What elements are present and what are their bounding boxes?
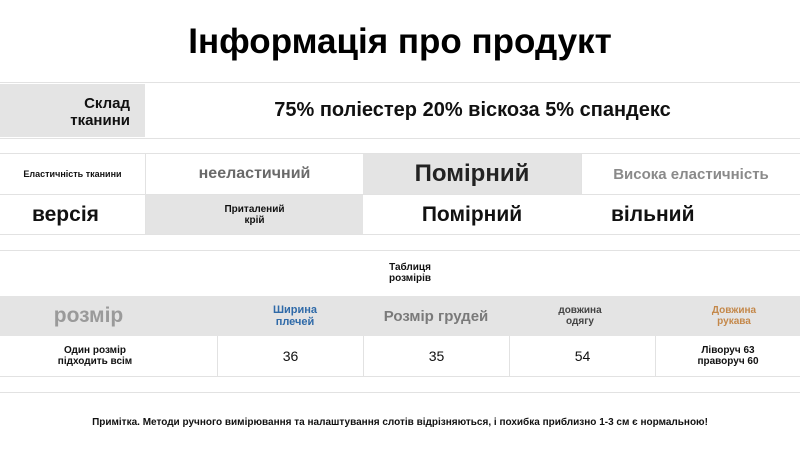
header-garment-length: довжина одягу <box>558 305 602 327</box>
size-table-row: Один розмір підходить всім 36 35 54 Ліво… <box>0 336 800 376</box>
divider <box>217 336 218 376</box>
divider <box>509 336 510 376</box>
cell-sleeve-length: Ліворуч 63 праворуч 60 <box>697 345 759 367</box>
elasticity-option-moderate: Помірний <box>363 154 581 194</box>
header-chest-size: Розмір грудей <box>383 307 489 325</box>
divider <box>0 250 800 251</box>
fit-option-slim: Приталений крій <box>146 195 363 234</box>
fit-option-loose: вільний <box>611 203 695 226</box>
divider <box>0 153 800 154</box>
measurement-note: Примітка. Методи ручного вимірювання та … <box>92 417 708 428</box>
header-size: розмір <box>53 304 124 327</box>
header-sleeve-length: Довжина рукава <box>711 305 757 327</box>
fabric-label-bg <box>0 84 145 137</box>
cell-garment-length: 54 <box>574 348 591 364</box>
divider <box>0 138 800 139</box>
divider <box>655 336 656 376</box>
divider <box>0 194 800 195</box>
divider <box>0 234 800 235</box>
size-table-caption: Таблиця розмірів <box>388 262 432 284</box>
cell-chest-size: 35 <box>428 348 445 364</box>
fabric-label: Склад тканини <box>70 95 130 129</box>
elasticity-option-high: Висока еластичність <box>613 165 769 183</box>
cell-shoulder-width: 36 <box>282 348 299 364</box>
elasticity-option-none: нееластичний <box>198 165 311 182</box>
header-shoulder-width: Ширина плечей <box>272 303 318 328</box>
divider <box>0 376 800 377</box>
divider <box>0 82 800 83</box>
fit-label: версія <box>32 203 99 226</box>
size-table-header-row: розмір Ширина плечей Розмір грудей довжи… <box>0 296 800 336</box>
page-title: Інформація про продукт <box>188 22 612 61</box>
fabric-value: 75% поліестер 20% віскоза 5% спандекс <box>274 99 671 121</box>
divider <box>363 336 364 376</box>
elasticity-label: Еластичність тканини <box>23 169 122 179</box>
divider <box>581 154 582 194</box>
cell-size: Один розмір підходить всім <box>57 345 133 367</box>
fit-option-moderate: Помірний <box>421 202 523 226</box>
divider <box>0 392 800 393</box>
